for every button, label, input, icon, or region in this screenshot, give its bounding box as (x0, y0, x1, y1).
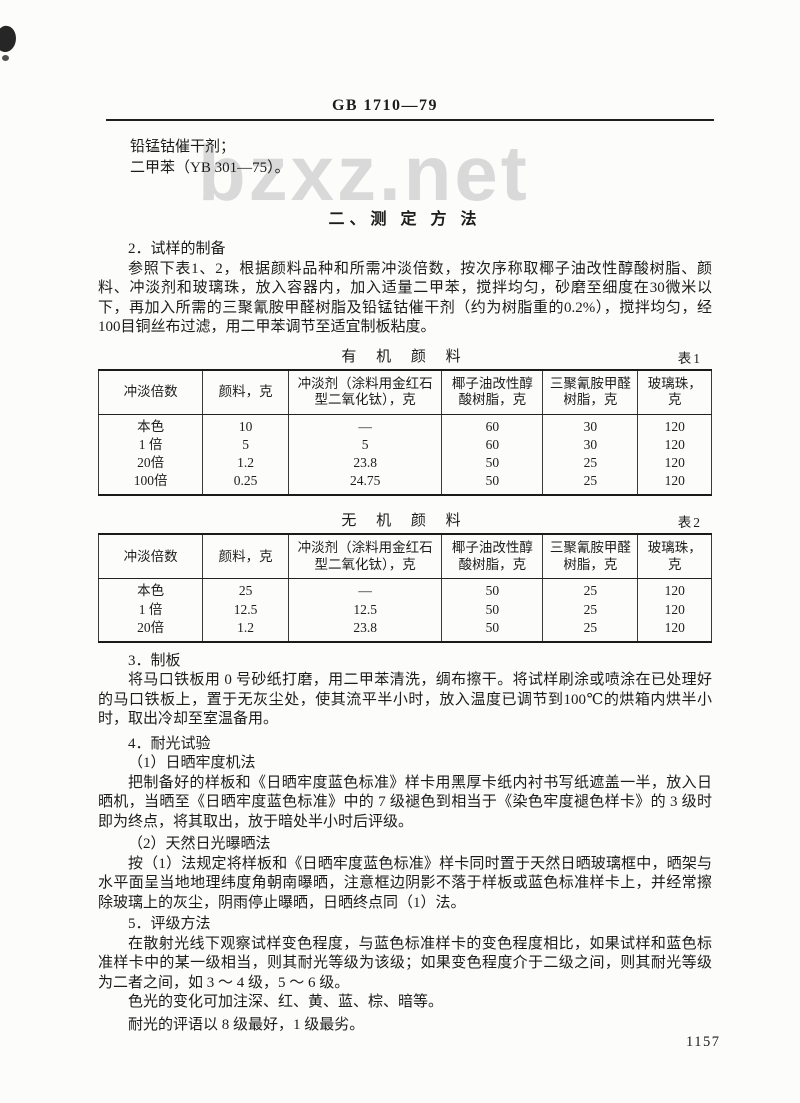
table-cell: 60 (441, 435, 544, 454)
table-cell: 12.5 (202, 600, 290, 619)
heading-sunlight-machine-method: （1）日晒牢度机法 (128, 755, 256, 772)
table-cell: 本色 (97, 414, 204, 436)
para-natural-sunlight-method: 按（1）法规定将样板和《日晒牢度蓝色标准》样卡同时置于天然日晒玻璃框中，晒架与水… (98, 855, 712, 911)
para-grading-note-scale: 耐光的评语以 8 级最好，1 级最劣。 (128, 1016, 365, 1033)
column-header: 椰子油改性醇酸树脂，克 (441, 369, 544, 415)
table-row: 本色 10—60 30 120 (97, 414, 712, 436)
table-cell: 25 (202, 578, 290, 601)
table-cell: — (288, 414, 443, 436)
heading-sample-preparation: 2．试样的制备 (128, 241, 226, 257)
table-cell: 120 (637, 618, 712, 642)
column-header: 玻璃珠，克 (637, 534, 712, 580)
para-plate-making: 将马口铁板用 0 号砂纸打磨，用二甲苯清洗，绸布擦干。将试样刷涂或喷涂在已处理好… (98, 672, 712, 728)
heading-natural-sunlight-method: （2）天然日光曝晒法 (128, 836, 271, 853)
document-content: GB 1710—79 铅锰钴催干剂； 二甲苯（YB 301—75）。 二、测 定… (0, 97, 800, 1035)
table-cell: 25 (542, 578, 639, 601)
preamble: 铅锰钴催干剂； 二甲苯（YB 301—75）。 (130, 137, 712, 179)
table-cell: 120 (637, 472, 712, 496)
table-title: 有 机 颜 料 (341, 348, 469, 365)
table-cell: 50 (441, 453, 544, 473)
table-cell: 30 (542, 435, 639, 454)
table-cell: 120 (637, 578, 712, 601)
table-row: 20倍 1.2 23.8 50 25 120 (97, 453, 712, 473)
table-label: 表1 (677, 350, 702, 366)
preamble-line: 铅锰钴催干剂； (130, 139, 236, 155)
column-header: 玻璃珠，克 (637, 369, 712, 415)
watermark: bzxz.net (198, 129, 530, 217)
standard-number: GB 1710—79 (331, 97, 439, 114)
table-row: 100倍 0.25 24.75 50 25 120 (97, 472, 712, 496)
table-cell: 12.5 (288, 600, 443, 619)
para-sunlight-machine-method: 把制备好的样板和《日晒牢度蓝色标准》样卡用黑厚卡纸内衬书写纸遮盖一半，放入日晒机… (98, 774, 712, 830)
table-cell: 25 (542, 618, 639, 642)
table-caption-inorganic: 无 机 颜 料 表2 (98, 509, 712, 530)
table-cell: 5 (288, 435, 443, 454)
para-grading-note-hue: 色光的变化可加注深、红、黄、蓝、棕、暗等。 (128, 994, 444, 1011)
para-sample-preparation: 参照下表1、2，根据颜料品种和所需冲淡倍数，按次序称取椰子油改性醇酸树脂、颜料、… (98, 260, 712, 336)
table-row: 本色 25—50 25 120 (97, 578, 712, 601)
table-organic-pigments: 冲淡倍数 颜料，克 冲淡剂（涂料用金红石型二氧化钛），克 椰子油改性醇酸树脂，克… (97, 368, 712, 497)
table-cell: 20倍 (97, 618, 204, 642)
heading-plate-making: 3．制板 (128, 652, 181, 669)
table-cell: 25 (542, 600, 639, 619)
table-inorganic-pigments: 冲淡倍数 颜料，克 冲淡剂（涂料用金红石型二氧化钛），克 椰子油改性醇酸树脂，克… (97, 533, 712, 643)
table-header-row: 冲淡倍数 颜料，克 冲淡剂（涂料用金红石型二氧化钛），克 椰子油改性醇酸树脂，克… (97, 369, 712, 415)
column-header: 冲淡剂（涂料用金红石型二氧化钛），克 (288, 369, 443, 415)
para-grading-method: 在散射光线下观察试样变色程度，与蓝色标准样卡的变色程度相比，如果试样和蓝色标准样… (98, 935, 712, 991)
table-cell: 120 (637, 600, 712, 619)
table-cell: 25 (542, 472, 639, 496)
table-cell: 本色 (97, 578, 204, 601)
table-cell: 120 (637, 414, 712, 436)
table-cell: 1.2 (202, 618, 290, 642)
scan-artifact (2, 55, 9, 61)
table-cell: 5 (202, 435, 290, 454)
scan-artifact (0, 23, 19, 55)
column-header: 三聚氰胺甲醛树脂，克 (542, 534, 639, 580)
table-cell: — (288, 578, 443, 601)
table-caption-organic: 有 机 颜 料 表1 (98, 345, 712, 366)
table-row: 1 倍 5 5 60 30 120 (97, 435, 712, 454)
table-row: 1 倍 12.5 12.5 50 25 120 (97, 600, 712, 619)
header-rule (106, 119, 714, 121)
column-header: 冲淡倍数 (97, 534, 204, 580)
column-header: 三聚氰胺甲醛树脂，克 (542, 369, 639, 415)
heading-grading-method: 5．评级方法 (128, 916, 211, 933)
column-header: 冲淡剂（涂料用金红石型二氧化钛），克 (288, 534, 443, 580)
table-cell: 23.8 (288, 453, 443, 473)
table-cell: 1 倍 (97, 600, 204, 619)
column-header: 椰子油改性醇酸树脂，克 (441, 534, 544, 580)
table-cell: 30 (542, 414, 639, 436)
table-cell: 1.2 (202, 453, 290, 473)
table-cell: 23.8 (288, 618, 443, 642)
preamble-line: 二甲苯（YB 301—75）。 (130, 160, 290, 176)
table-label: 表2 (677, 515, 702, 531)
table-row: 20倍 1.2 23.8 50 25 120 (97, 618, 712, 642)
section-title: 二、测 定 方 法 (328, 211, 482, 228)
page-number: 1157 (686, 1034, 721, 1050)
table-cell: 50 (441, 618, 544, 642)
table-cell: 120 (637, 435, 712, 454)
table-cell: 0.25 (202, 472, 290, 496)
table-title: 无 机 颜 料 (341, 513, 469, 530)
column-header: 颜料，克 (202, 369, 290, 415)
table-cell: 1 倍 (97, 435, 204, 454)
heading-light-fastness-test: 4．耐光试验 (128, 735, 211, 752)
column-header: 颜料，克 (202, 534, 290, 580)
table-cell: 50 (441, 600, 544, 619)
column-header: 冲淡倍数 (97, 369, 204, 415)
table-cell: 120 (637, 453, 712, 473)
table-cell: 20倍 (97, 453, 204, 473)
table-cell: 24.75 (288, 472, 443, 496)
table-header-row: 冲淡倍数 颜料，克 冲淡剂（涂料用金红石型二氧化钛），克 椰子油改性醇酸树脂，克… (97, 534, 712, 580)
table-cell: 25 (542, 453, 639, 473)
table-cell: 100倍 (97, 472, 204, 496)
table-cell: 60 (441, 414, 544, 436)
table-cell: 10 (202, 414, 290, 436)
table-cell: 50 (441, 472, 544, 496)
table-cell: 50 (441, 578, 544, 601)
